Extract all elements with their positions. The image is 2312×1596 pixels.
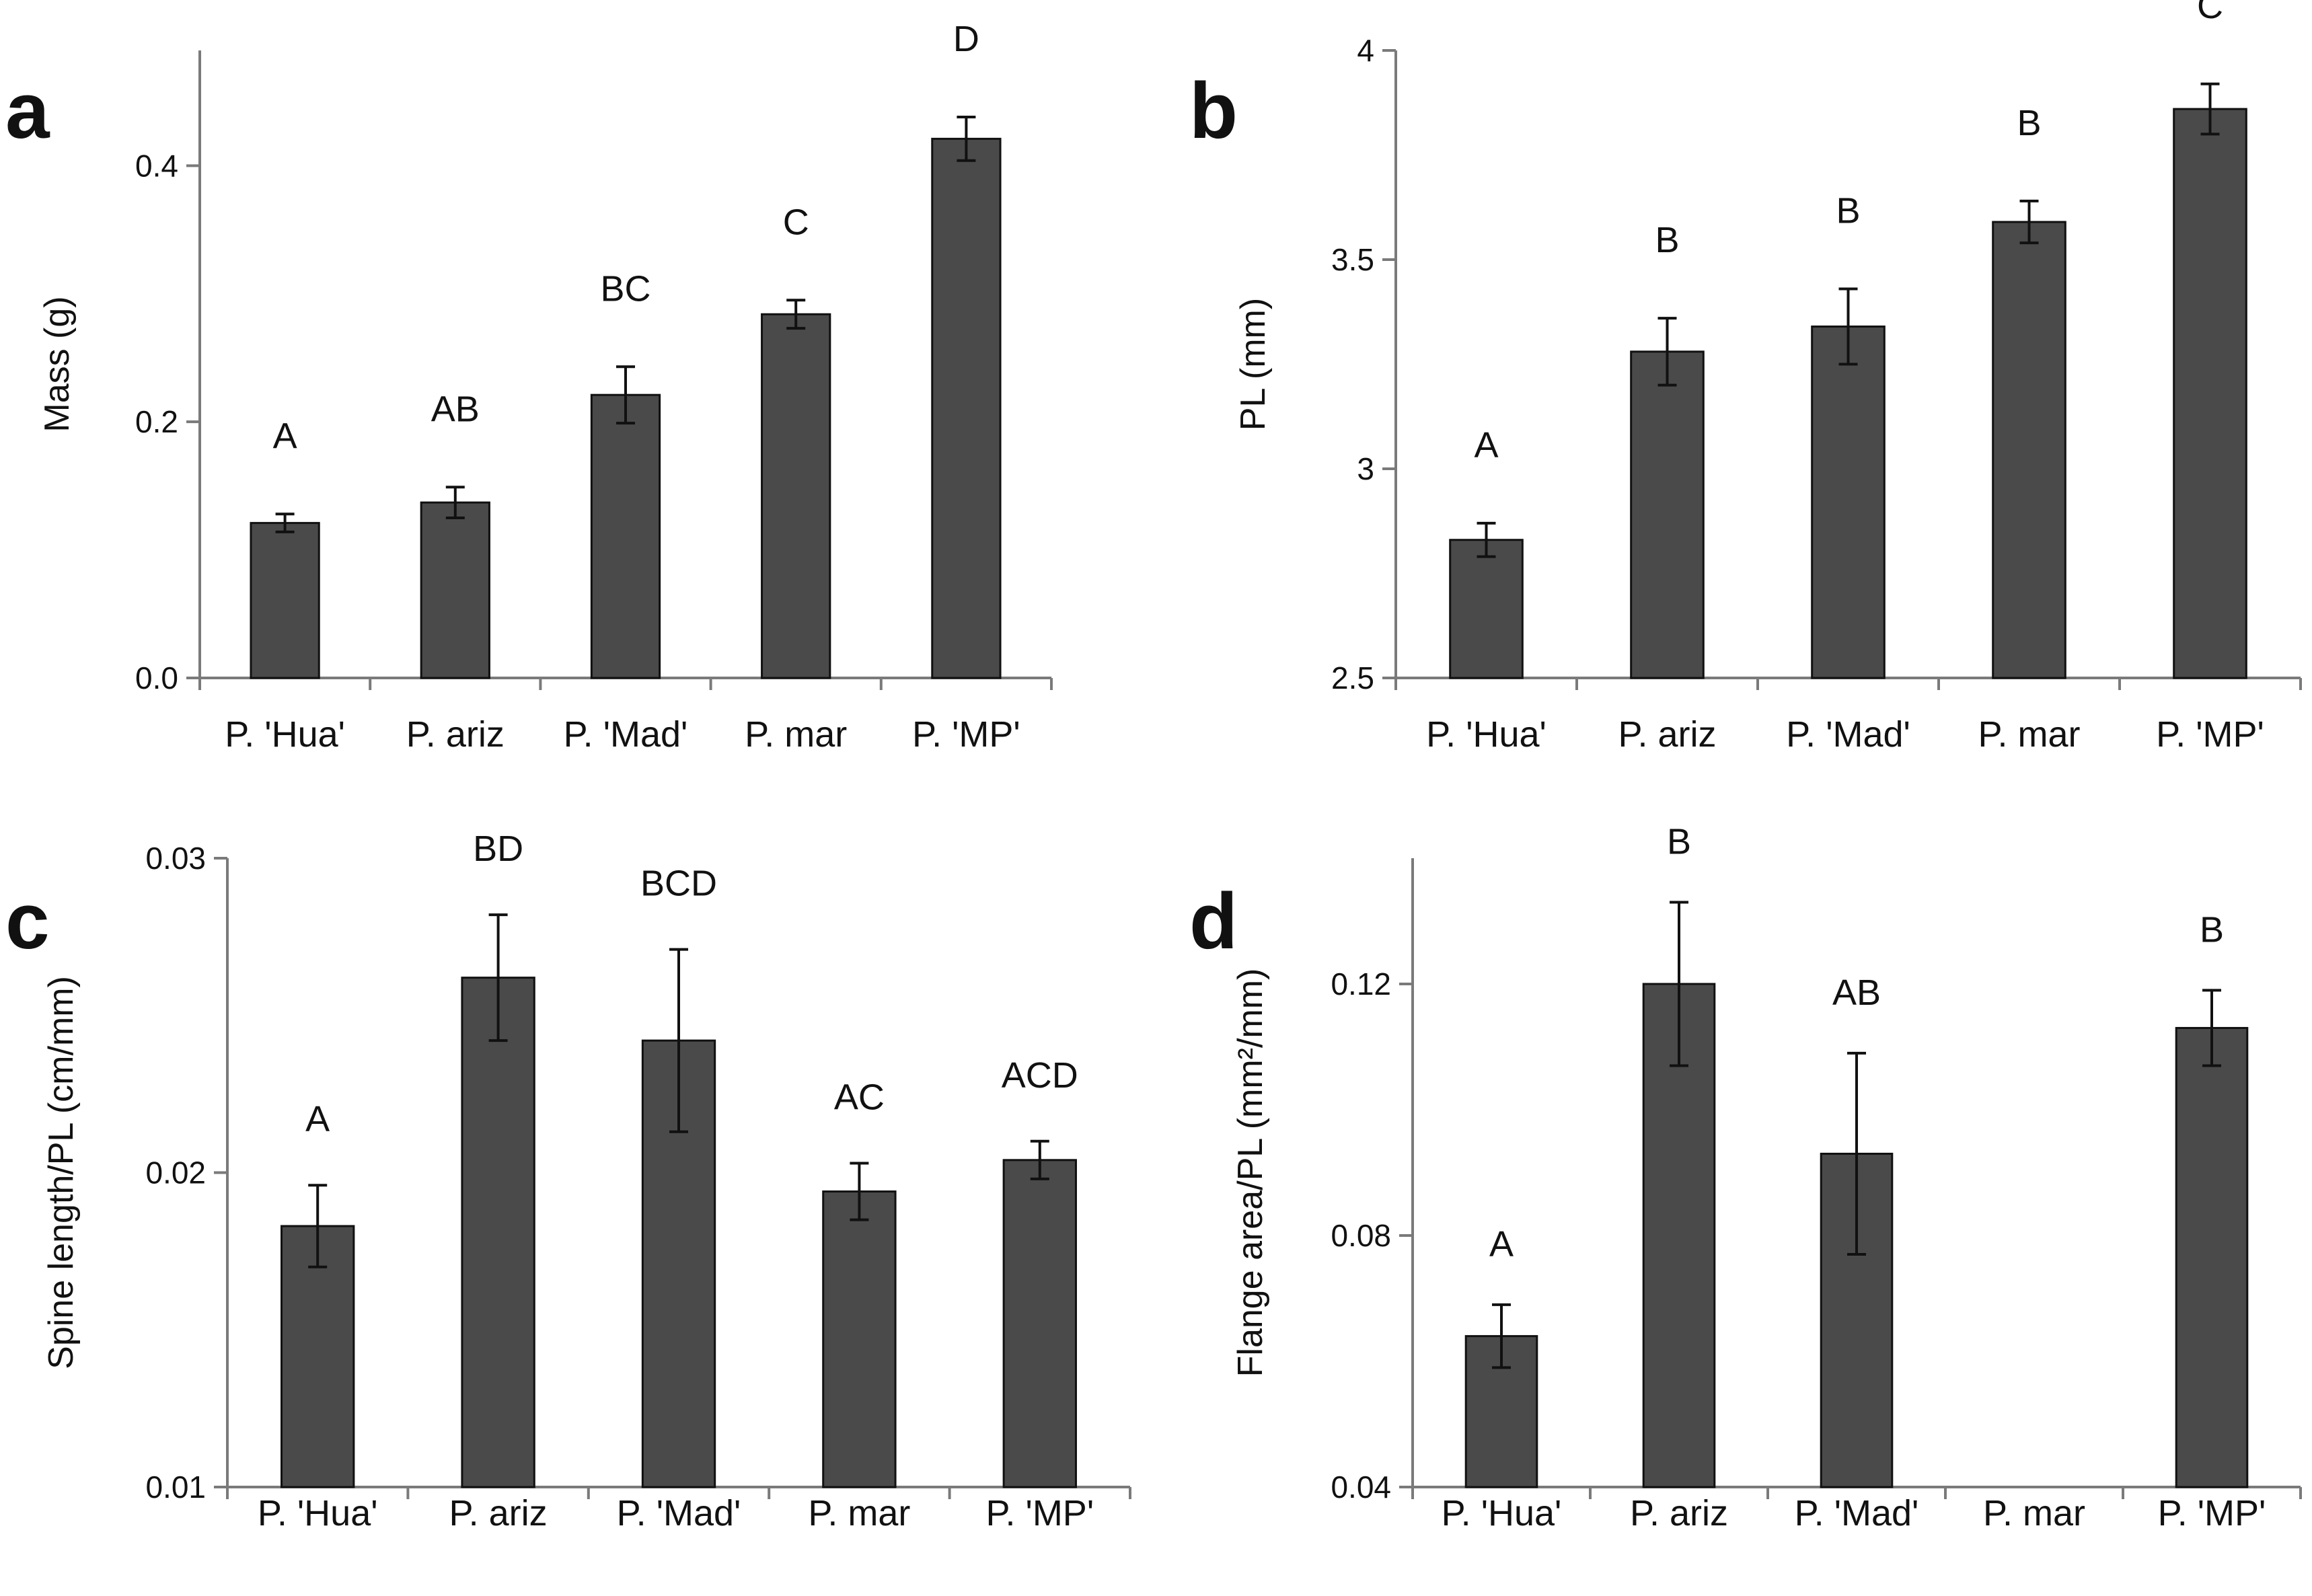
y-tick-label: 0.12 <box>1331 966 1391 1001</box>
panel-letter: c <box>5 877 50 966</box>
x-tick-label: P. 'Hua' <box>225 714 345 755</box>
x-tick-label: P. 'MP' <box>2158 1493 2266 1533</box>
bar <box>461 977 535 1488</box>
bar <box>761 313 831 679</box>
significance-label: AC <box>834 1077 885 1117</box>
panel-c: c Spine length/PL (cm/mm) 0.01 0.02 0.03 P. '… <box>5 829 1131 1533</box>
significance-label: B <box>1655 220 1679 260</box>
bar <box>1002 1159 1077 1488</box>
bar <box>1992 221 2066 679</box>
significance-label: BCD <box>640 864 717 904</box>
y-tick-label: 4 <box>1357 33 1374 68</box>
x-tick-label: P. 'Mad' <box>1795 1493 1919 1533</box>
x-tick-label: P. 'MP' <box>912 714 1020 755</box>
y-axis-title: Mass (g) <box>38 296 77 432</box>
x-tick-label: P. mar <box>1983 1493 2085 1533</box>
y-tick-label: 3.5 <box>1331 242 1374 277</box>
x-tick-label: P. 'Mad' <box>617 1493 741 1533</box>
panel-b: b PL (mm) 2.5 3 3.5 4 P. 'Hua' A P. ariz B P. 'Mad… <box>1189 0 2302 755</box>
y-tick-label: 0.0 <box>135 660 178 695</box>
significance-label: ACD <box>1002 1055 1078 1096</box>
significance-label: C <box>783 202 809 242</box>
bar <box>1642 983 1716 1488</box>
x-tick-label: P. ariz <box>1618 714 1716 755</box>
x-tick-label: P. mar <box>745 714 847 755</box>
panel-letter: a <box>5 67 50 155</box>
x-tick-label: P. mar <box>808 1493 910 1533</box>
bar <box>420 501 490 679</box>
bar <box>822 1190 897 1488</box>
significance-label: A <box>305 1099 330 1139</box>
y-tick-label: 0.2 <box>135 404 178 439</box>
x-tick-label: P. ariz <box>406 714 505 755</box>
y-tick-label: 0.02 <box>145 1155 206 1190</box>
bar <box>590 393 661 679</box>
panel-a: a Mass (g) 0.0 0.2 0.4 P. 'Hua' A P. ariz AB P. '… <box>5 19 1053 755</box>
y-axis-title: Spine length/PL (cm/mm) <box>42 976 81 1369</box>
y-axis-title: Flange area/PL (mm²/mm) <box>1231 968 1270 1377</box>
panel-letter: d <box>1189 877 1238 966</box>
significance-label: AB <box>1832 973 1881 1013</box>
significance-label: B <box>1667 821 1691 862</box>
significance-label: BD <box>473 829 523 869</box>
y-tick-label: 0.4 <box>135 148 178 183</box>
significance-label: AB <box>431 389 480 429</box>
x-tick-label: P. ariz <box>1630 1493 1728 1533</box>
y-tick-label: 0.03 <box>145 841 206 876</box>
significance-label: B <box>1836 191 1860 231</box>
bar <box>2175 1026 2249 1488</box>
significance-label: B <box>2017 103 2041 143</box>
x-tick-label: P. 'MP' <box>2156 714 2264 755</box>
bar <box>1811 326 1886 679</box>
x-tick-label: P. 'Mad' <box>564 714 688 755</box>
x-tick-label: P. 'Hua' <box>1426 714 1546 755</box>
x-tick-label: P. 'MP' <box>985 1493 1094 1533</box>
x-tick-label: P. mar <box>1978 714 2080 755</box>
y-tick-label: 0.04 <box>1331 1470 1391 1505</box>
y-tick-label: 0.08 <box>1331 1218 1391 1253</box>
significance-label: BC <box>600 268 650 309</box>
x-tick-label: P. 'Mad' <box>1786 714 1910 755</box>
bar <box>1449 539 1524 679</box>
y-tick-label: 0.01 <box>145 1470 206 1505</box>
significance-label: A <box>1489 1224 1514 1264</box>
bar <box>250 522 320 679</box>
significance-label: A <box>1474 425 1498 465</box>
y-tick-label: 3 <box>1357 451 1374 486</box>
y-tick-label: 2.5 <box>1331 660 1374 695</box>
panel-letter: b <box>1189 67 1238 155</box>
x-tick-label: P. ariz <box>449 1493 548 1533</box>
bar <box>281 1225 355 1488</box>
bar <box>1630 350 1705 679</box>
x-tick-label: P. 'Hua' <box>1442 1493 1562 1533</box>
significance-label: B <box>2200 909 2224 950</box>
significance-label: D <box>953 19 979 59</box>
bar <box>2173 108 2247 679</box>
significance-label: A <box>273 416 297 456</box>
significance-label: C <box>2197 0 2223 26</box>
x-tick-label: P. 'Hua' <box>258 1493 378 1533</box>
y-axis-title: PL (mm) <box>1234 298 1273 430</box>
bar <box>931 137 1002 679</box>
